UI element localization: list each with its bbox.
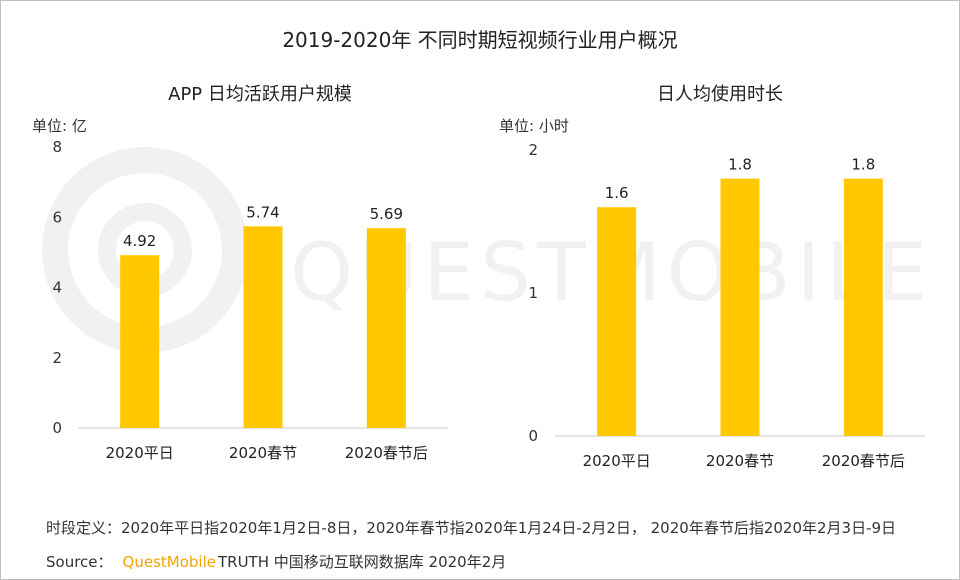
chart-title: 日人均使用时长 xyxy=(657,84,783,105)
source-database: TRUTH 中国移动互联网数据库 2020年2月 xyxy=(217,553,507,571)
data-label: 1.8 xyxy=(851,156,875,174)
source-label: Source： xyxy=(46,553,113,571)
bar-3 xyxy=(366,228,406,428)
main-title: 2019-2020年 不同时期短视频行业用户概况 xyxy=(282,28,677,52)
x-tick-label: 2020平日 xyxy=(106,444,174,462)
y-tick-label: 0 xyxy=(52,419,62,437)
y-tick-label: 8 xyxy=(52,138,62,156)
bar-3 xyxy=(843,178,883,436)
source-line: Source： QuestMobile TRUTH 中国移动互联网数据库 2020年… xyxy=(46,551,506,572)
x-tick-label: 2020春节后 xyxy=(822,452,905,470)
data-label: 1.8 xyxy=(728,156,752,174)
bar-1 xyxy=(120,255,160,428)
x-tick-label: 2020春节 xyxy=(229,444,297,462)
data-label: 4.92 xyxy=(123,232,156,250)
x-tick-label: 2020春节 xyxy=(706,452,774,470)
y-tick-label: 0 xyxy=(528,427,538,445)
data-label: 5.74 xyxy=(246,203,279,221)
x-tick-label: 2020春节后 xyxy=(345,444,428,462)
bar-1 xyxy=(597,207,637,436)
unit-label: 单位: 亿 xyxy=(32,117,87,135)
y-tick-label: 2 xyxy=(52,349,62,367)
y-tick-label: 2 xyxy=(528,141,538,159)
data-label: 1.6 xyxy=(605,184,629,202)
data-label: 5.69 xyxy=(370,205,403,223)
y-tick-label: 1 xyxy=(528,284,538,302)
period-definition-note: 时段定义：2020年平日指2020年1月2日-8日，2020年春节指2020年1… xyxy=(46,519,897,537)
bar-2 xyxy=(720,178,760,436)
source-brand: QuestMobile xyxy=(122,553,216,571)
bar-2 xyxy=(243,226,283,428)
x-tick-label: 2020平日 xyxy=(583,452,651,470)
watermark: QUESTMOBILE xyxy=(42,147,927,353)
y-tick-label: 4 xyxy=(52,279,62,297)
y-tick-label: 6 xyxy=(52,208,62,226)
chart-title: APP 日均活跃用户规模 xyxy=(168,84,352,105)
unit-label: 单位: 小时 xyxy=(499,117,569,135)
